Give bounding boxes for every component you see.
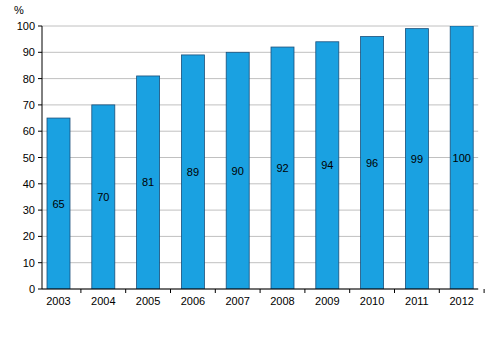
tick-label: 10 [23, 257, 35, 269]
tick-mark [260, 289, 261, 293]
grid-line [42, 26, 478, 27]
tick-mark [38, 26, 42, 27]
chart: 0 10 20 30 40 50 60 70 80 90 100% 65 70 81 89 90 92 94 96 9… [0, 0, 496, 337]
tick-label: 0 [29, 283, 35, 295]
tick-label: 100 [17, 20, 35, 32]
data-label: 81 [142, 176, 154, 188]
axis-label: % [14, 4, 24, 16]
bar [271, 47, 294, 289]
bar [405, 29, 428, 289]
bar [450, 26, 473, 289]
tick-mark [215, 289, 216, 293]
bar [226, 52, 249, 289]
tick-mark [80, 289, 81, 293]
tick-label: 80 [23, 73, 35, 85]
tick-label: 2011 [405, 295, 429, 307]
tick-label: 60 [23, 125, 35, 137]
data-label: 70 [97, 191, 109, 203]
tick-mark [38, 131, 42, 132]
tick-mark [38, 236, 42, 237]
tick-label: 2004 [91, 295, 115, 307]
tick-label: 2003 [46, 295, 70, 307]
data-label: 100 [453, 152, 471, 164]
tick-label: 2009 [315, 295, 339, 307]
bars [47, 26, 473, 289]
tick-mark [38, 262, 42, 263]
tick-label: 30 [23, 204, 35, 216]
tick-label: 2010 [360, 295, 384, 307]
bar [137, 76, 160, 289]
bar [181, 55, 204, 289]
tick-label: 2008 [270, 295, 294, 307]
data-label: 89 [187, 166, 199, 178]
bar [92, 105, 115, 289]
tick-label: 20 [23, 230, 35, 242]
data-label: 90 [232, 165, 244, 177]
tick-mark [38, 183, 42, 184]
data-label: 65 [52, 198, 64, 210]
tick-mark [38, 289, 42, 290]
data-label: 92 [276, 162, 288, 174]
tick-mark [304, 289, 305, 293]
tick-mark [38, 78, 42, 79]
tick-label: 40 [23, 178, 35, 190]
tick-mark [484, 289, 485, 293]
tick-mark [38, 157, 42, 158]
tick-label: 70 [23, 99, 35, 111]
tick-label: 2007 [225, 295, 249, 307]
tick-label: 50 [23, 152, 35, 164]
tick-mark [38, 52, 42, 53]
tick-mark [170, 289, 171, 293]
bar [361, 37, 384, 289]
tick-mark [125, 289, 126, 293]
tick-label: 2005 [136, 295, 160, 307]
tick-mark [439, 289, 440, 293]
tick-mark [349, 289, 350, 293]
bar [47, 118, 70, 289]
bar [316, 42, 339, 289]
tick-mark [38, 104, 42, 105]
tick-mark [394, 289, 395, 293]
tick-label: 2006 [181, 295, 205, 307]
data-label: 96 [366, 157, 378, 169]
data-label: 94 [321, 159, 333, 171]
tick-label: 90 [23, 46, 35, 58]
tick-mark [38, 210, 42, 211]
y-axis [42, 26, 43, 289]
tick-label: 2012 [449, 295, 473, 307]
data-label: 99 [411, 153, 423, 165]
